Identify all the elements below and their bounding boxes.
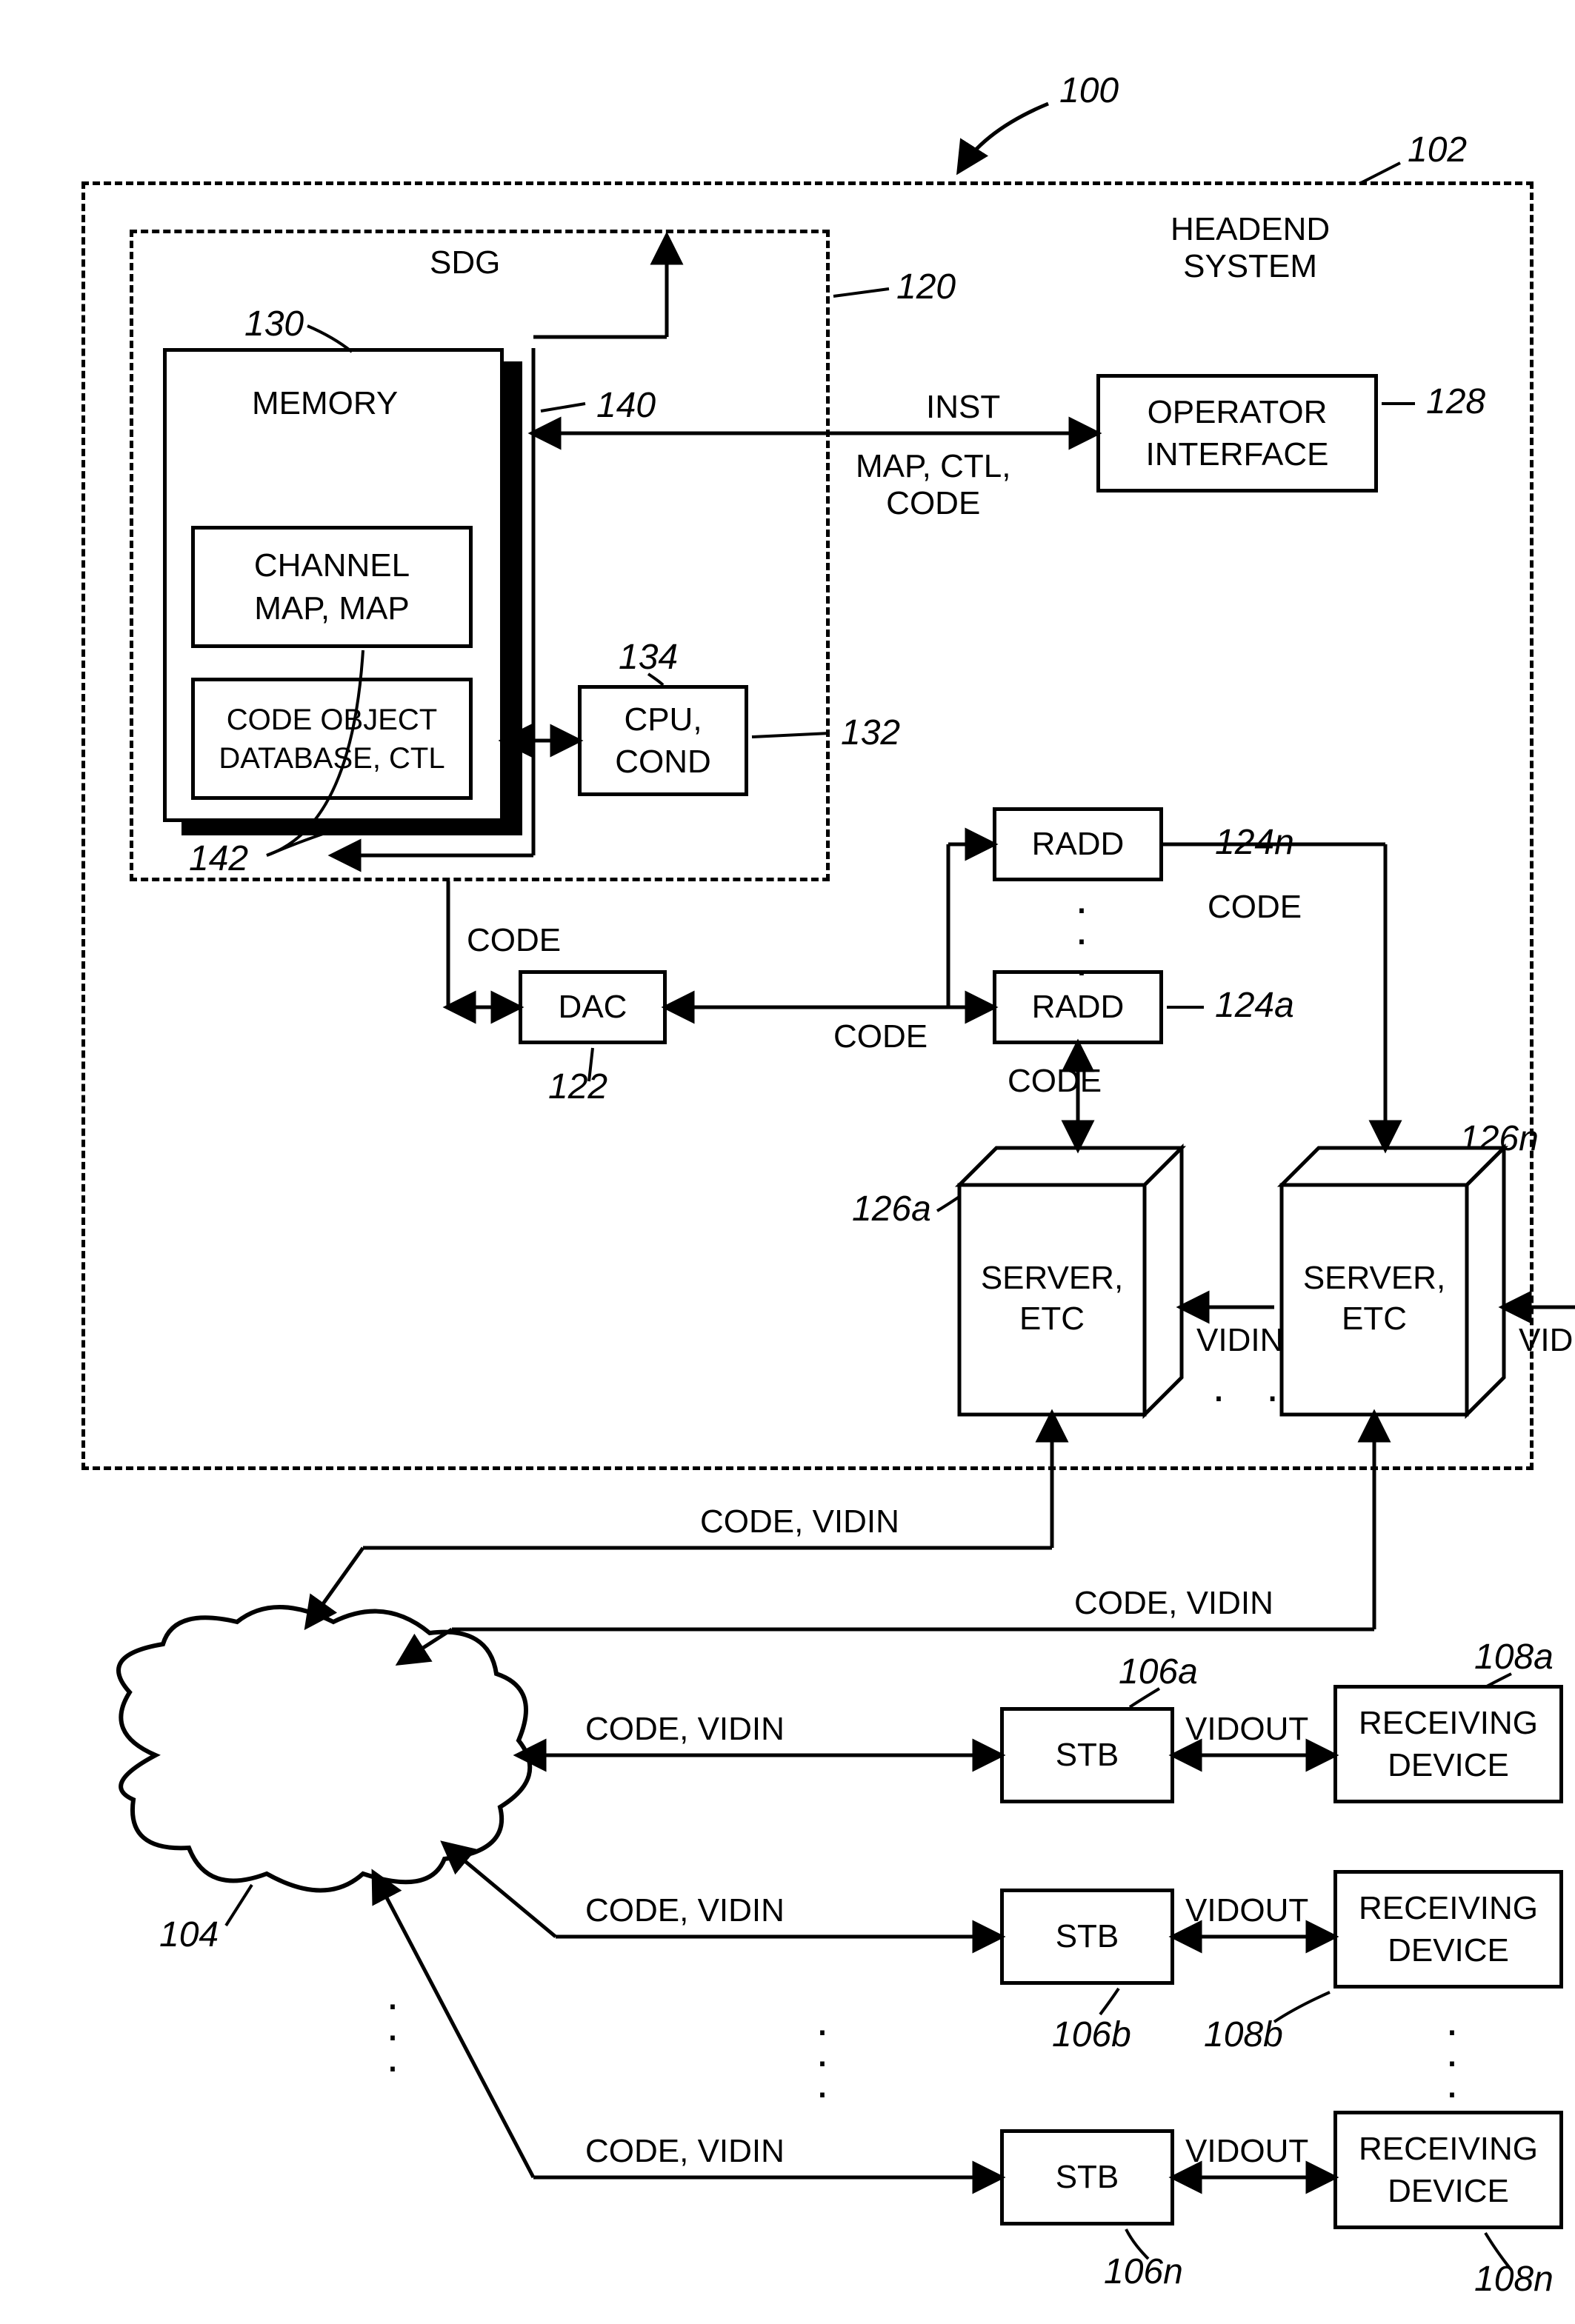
- ref-100: 100: [1059, 70, 1119, 111]
- ref-134: 134: [619, 637, 678, 678]
- ref-124n: 124n: [1215, 822, 1294, 863]
- memory-label: MEMORY: [252, 385, 398, 422]
- ref-108b: 108b: [1204, 2014, 1283, 2055]
- channel-map-label: CHANNELMAP, MAP: [254, 544, 410, 629]
- ref-130: 130: [244, 304, 304, 344]
- operator-label: OPERATORINTERFACE: [1146, 391, 1329, 475]
- receiving-a-label: RECEIVINGDEVICE: [1359, 1702, 1538, 1786]
- headend-label: HEADENDSYSTEM: [1171, 211, 1330, 285]
- vidout-1: VIDOUT: [1185, 1711, 1308, 1748]
- ref-106b: 106b: [1052, 2014, 1131, 2055]
- receiving-b-label: RECEIVINGDEVICE: [1359, 1887, 1538, 1971]
- code-label-4: CODE: [1208, 889, 1302, 926]
- code-vidin-4: CODE, VIDIN: [585, 1892, 785, 1929]
- ref-122: 122: [548, 1066, 607, 1107]
- code-object-label: CODE OBJECTDATABASE, CTL: [219, 701, 444, 778]
- ref-124a: 124a: [1215, 985, 1294, 1026]
- code-label-2: CODE: [833, 1018, 928, 1055]
- code-vidin-5: CODE, VIDIN: [585, 2133, 785, 2170]
- radd-n-box: RADD: [993, 807, 1163, 881]
- ref-120: 120: [896, 267, 956, 307]
- ref-128: 128: [1426, 381, 1485, 422]
- code-label-1: CODE: [467, 922, 561, 959]
- ref-126a: 126a: [852, 1189, 931, 1229]
- vidout-3: VIDOUT: [1185, 2133, 1308, 2170]
- stb-b-box: STB: [1000, 1889, 1174, 1985]
- dac-box: DAC: [519, 970, 667, 1044]
- ref-108a: 108a: [1474, 1637, 1554, 1677]
- vidin-label-a: VIDIN: [1196, 1322, 1283, 1359]
- code-object-box: CODE OBJECTDATABASE, CTL: [191, 678, 473, 800]
- receiving-b-box: RECEIVINGDEVICE: [1333, 1870, 1563, 1989]
- stb-a-label: STB: [1056, 1734, 1119, 1776]
- cpu-label: CPU,COND: [615, 698, 711, 783]
- code-label-3: CODE: [1008, 1063, 1102, 1100]
- code-vidin-2: CODE, VIDIN: [1074, 1585, 1273, 1622]
- stb-a-box: STB: [1000, 1707, 1174, 1803]
- dots-radd: ···: [1074, 892, 1096, 986]
- stb-b-label: STB: [1056, 1915, 1119, 1957]
- dots-recv: ···: [1445, 2014, 1467, 2108]
- cpu-box: CPU,COND: [578, 685, 748, 796]
- channel-map-box: CHANNELMAP, MAP: [191, 526, 473, 648]
- receiving-n-label: RECEIVINGDEVICE: [1359, 2128, 1538, 2212]
- stb-n-label: STB: [1056, 2156, 1119, 2198]
- ref-126n: 126n: [1459, 1118, 1539, 1159]
- ref-102: 102: [1408, 130, 1467, 170]
- receiving-a-box: RECEIVINGDEVICE: [1333, 1685, 1563, 1803]
- radd-n-label: RADD: [1032, 823, 1125, 865]
- dots-stb: ···: [815, 2014, 837, 2108]
- code-vidin-3: CODE, VIDIN: [585, 1711, 785, 1748]
- dots-servers: · · ·: [1211, 1370, 1347, 1421]
- map-ctl-code-label: MAP, CTL,CODE: [856, 448, 1010, 522]
- distribution-label: DISTRIBUTIONNETWORK: [193, 1711, 422, 1785]
- sdg-label: SDG: [430, 244, 500, 281]
- code-vidin-1: CODE, VIDIN: [700, 1503, 899, 1540]
- receiving-n-box: RECEIVINGDEVICE: [1333, 2111, 1563, 2229]
- ref-108n: 108n: [1474, 2259, 1554, 2300]
- vidin-label-n: VIDIN: [1519, 1322, 1575, 1359]
- dac-label: DAC: [559, 986, 627, 1028]
- ref-140: 140: [596, 385, 656, 426]
- ref-142: 142: [189, 838, 248, 879]
- ref-104: 104: [159, 1914, 219, 1955]
- operator-interface-box: OPERATORINTERFACE: [1096, 374, 1378, 492]
- inst-label: INST: [926, 389, 1000, 426]
- ref-132: 132: [841, 712, 900, 753]
- vidout-2: VIDOUT: [1185, 1892, 1308, 1929]
- ref-106n: 106n: [1104, 2251, 1183, 2292]
- dots-cloud: ···: [385, 1989, 407, 2082]
- ref-106a: 106a: [1119, 1652, 1198, 1692]
- stb-n-box: STB: [1000, 2129, 1174, 2226]
